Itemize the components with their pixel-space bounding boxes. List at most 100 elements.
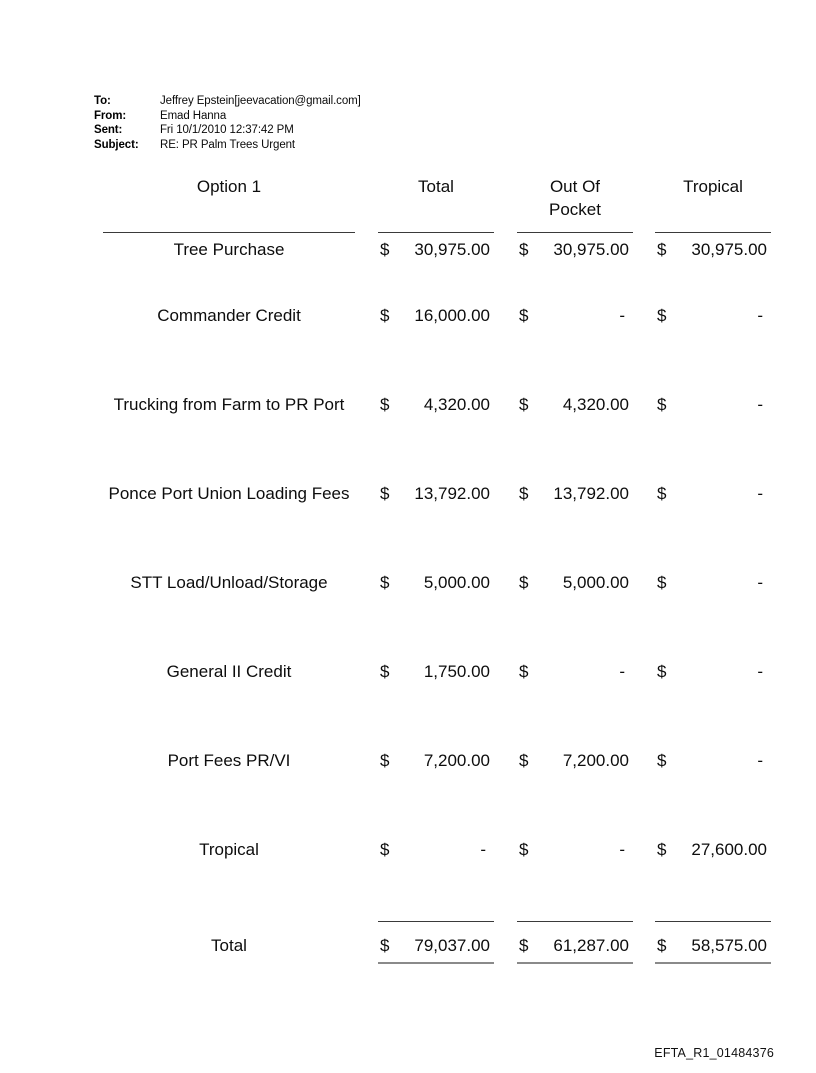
amount: - xyxy=(757,573,763,592)
amount: 79,037.00 xyxy=(414,936,490,955)
amount: 4,320.00 xyxy=(562,395,629,414)
amount: - xyxy=(757,484,763,503)
currency-symbol: $ xyxy=(519,573,529,592)
column-header-out-of-pocket-line2: Pocket xyxy=(549,200,601,219)
email-header-row-to: To: Jeffrey Epstein[jeevacation@gmail.co… xyxy=(94,94,514,109)
row-value-tropical: $27,600.00 xyxy=(655,839,771,861)
row-value-total: $1,750.00 xyxy=(378,661,494,683)
currency-symbol: $ xyxy=(519,751,529,770)
total-rule-bottom-total-column xyxy=(378,962,494,964)
currency-symbol: $ xyxy=(519,936,529,955)
email-label-from: From: xyxy=(94,109,127,122)
amount: 30,975.00 xyxy=(553,240,629,259)
currency-symbol: $ xyxy=(519,484,529,503)
currency-symbol: $ xyxy=(380,840,390,859)
amount: - xyxy=(480,840,486,859)
currency-symbol: $ xyxy=(380,306,390,325)
amount: 5,000.00 xyxy=(423,573,490,592)
total-value-out-of-pocket: $61,287.00 xyxy=(517,935,633,957)
total-rule-top-out-of-pocket-column xyxy=(517,921,633,922)
row-label: Ponce Port Union Loading Fees xyxy=(108,484,350,503)
currency-symbol: $ xyxy=(657,662,667,681)
row-value-total: $16,000.00 xyxy=(378,305,494,327)
column-header-option-1: Option 1 xyxy=(196,177,262,196)
row-value-total: $30,975.00 xyxy=(378,239,494,261)
amount: 13,792.00 xyxy=(414,484,490,503)
total-value-tropical: $58,575.00 xyxy=(655,935,771,957)
amount: 1,750.00 xyxy=(423,662,490,681)
row-label: Port Fees PR/VI xyxy=(167,751,291,770)
amount: - xyxy=(619,662,625,681)
row-label: General II Credit xyxy=(166,662,292,681)
currency-symbol: $ xyxy=(380,662,390,681)
row-label: Tree Purchase xyxy=(173,240,285,259)
currency-symbol: $ xyxy=(657,751,667,770)
row-value-tropical: $ - xyxy=(655,572,771,594)
row-value-tropical: $30,975.00 xyxy=(655,239,771,261)
currency-symbol: $ xyxy=(380,395,390,414)
row-value-out-of-pocket: $13,792.00 xyxy=(517,483,633,505)
email-value-to: Jeffrey Epstein[jeevacation@gmail.com] xyxy=(160,95,361,107)
row-value-tropical: $ - xyxy=(655,483,771,505)
currency-symbol: $ xyxy=(519,840,529,859)
amount: - xyxy=(757,306,763,325)
amount: 5,000.00 xyxy=(562,573,629,592)
currency-symbol: $ xyxy=(380,240,390,259)
email-value-subject: RE: PR Palm Trees Urgent xyxy=(160,138,296,151)
total-rule-bottom-out-of-pocket-column xyxy=(517,962,633,964)
row-label: STT Load/Unload/Storage xyxy=(130,573,328,592)
row-label: Trucking from Farm to PR Port xyxy=(113,395,345,414)
row-value-tropical: $ - xyxy=(655,394,771,416)
currency-symbol: $ xyxy=(657,306,667,325)
row-value-out-of-pocket: $4,320.00 xyxy=(517,394,633,416)
email-header-row-subject: Subject: RE: PR Palm Trees Urgent xyxy=(94,138,514,153)
header-rule-total-column xyxy=(378,232,494,233)
currency-symbol: $ xyxy=(380,573,390,592)
total-rule-top-total-column xyxy=(378,921,494,922)
currency-symbol: $ xyxy=(657,936,667,955)
header-rule-label-column xyxy=(103,232,355,233)
amount: - xyxy=(757,662,763,681)
total-rule-bottom-tropical-column xyxy=(655,962,771,964)
email-header-row-sent: Sent: Fri 10/1/2010 12:37:42 PM xyxy=(94,123,514,138)
row-value-tropical: $ - xyxy=(655,661,771,683)
email-value-from: Emad Hanna xyxy=(160,109,227,122)
email-value-sent: Fri 10/1/2010 12:37:42 PM xyxy=(160,124,294,137)
currency-symbol: $ xyxy=(519,395,529,414)
row-value-total: $7,200.00 xyxy=(378,750,494,772)
total-row-label: Total xyxy=(211,936,247,955)
amount: - xyxy=(619,306,625,325)
row-value-total: $5,000.00 xyxy=(378,572,494,594)
amount: - xyxy=(619,840,625,859)
email-label-to: To: xyxy=(94,95,111,107)
header-rule-out-of-pocket-column xyxy=(517,232,633,233)
currency-symbol: $ xyxy=(519,240,529,259)
amount: 13,792.00 xyxy=(553,484,629,503)
header-rule-tropical-column xyxy=(655,232,771,233)
row-value-tropical: $ - xyxy=(655,305,771,327)
row-label: Tropical xyxy=(199,840,259,859)
email-label-subject: Subject: xyxy=(94,138,139,151)
row-value-total: $13,792.00 xyxy=(378,483,494,505)
amount: 27,600.00 xyxy=(691,840,767,859)
amount: 16,000.00 xyxy=(414,306,490,325)
currency-symbol: $ xyxy=(519,662,529,681)
row-value-out-of-pocket: $ - xyxy=(517,661,633,683)
email-header-block: To: Jeffrey Epstein[jeevacation@gmail.co… xyxy=(94,94,514,152)
row-value-tropical: $ - xyxy=(655,750,771,772)
row-value-out-of-pocket: $ - xyxy=(517,305,633,327)
amount: 58,575.00 xyxy=(691,936,767,955)
row-value-out-of-pocket: $5,000.00 xyxy=(517,572,633,594)
row-value-out-of-pocket: $30,975.00 xyxy=(517,239,633,261)
email-label-sent: Sent: xyxy=(94,124,123,137)
row-label: Commander Credit xyxy=(157,306,301,325)
amount: 7,200.00 xyxy=(562,751,629,770)
amount: 61,287.00 xyxy=(553,936,629,955)
amount: - xyxy=(757,395,763,414)
amount: 7,200.00 xyxy=(423,751,490,770)
row-value-out-of-pocket: $7,200.00 xyxy=(517,750,633,772)
bates-number: EFTA_R1_01484376 xyxy=(654,1046,774,1060)
amount: 30,975.00 xyxy=(691,240,767,259)
currency-symbol: $ xyxy=(657,240,667,259)
